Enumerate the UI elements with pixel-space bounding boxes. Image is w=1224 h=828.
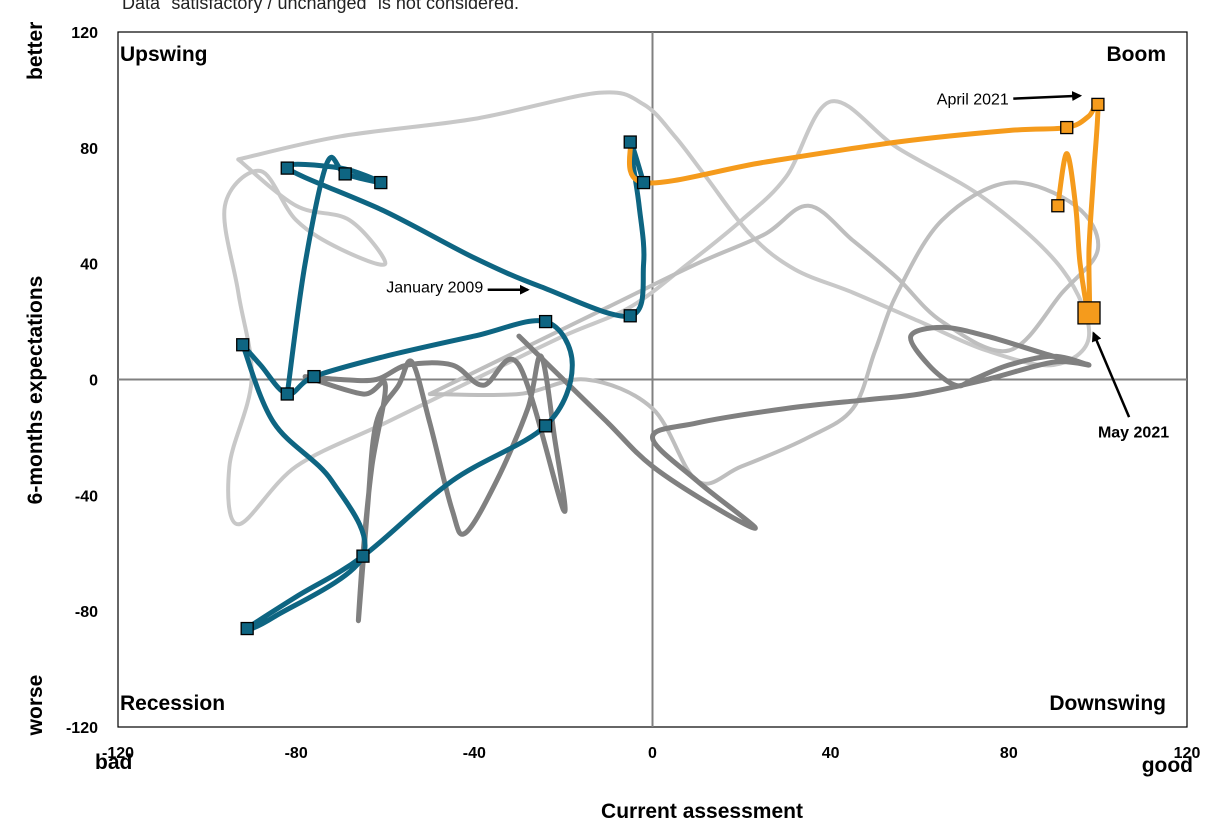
y-tick-label: 120 [71,25,98,42]
y-high-label: better [24,22,47,80]
y-tick-label: -40 [75,488,98,505]
y-tick-label: 80 [80,141,98,158]
x-low-label: bad [95,751,132,774]
annotation-label: April 2021 [937,91,1009,108]
data-point [240,621,254,636]
x-high-label: good [1142,754,1193,777]
x-tick-label: -80 [285,745,308,762]
data-point [280,387,294,401]
quadrant-recession: Recession [120,692,225,715]
data-point [374,175,388,190]
data-point [1051,199,1065,213]
x-tick-label: -120 [102,745,134,762]
series-line [284,139,647,397]
x-tick-label: -40 [463,745,486,762]
x-tick-label: 0 [648,745,657,762]
x-axis-title: Current assessment [601,800,803,823]
annotation-label: May 2021 [1098,424,1169,441]
y-low-label: worse [24,675,47,737]
data-point [538,419,553,433]
annotation-arrow [1013,91,1083,102]
data-point [1091,97,1105,112]
x-tick-label: 120 [1174,745,1201,762]
data-point [236,338,250,352]
data-note: Data "satisfactory / unchanged" is not c… [122,0,520,13]
data-point [280,161,294,175]
data-point [338,167,352,181]
annotation-label: January 2009 [386,280,483,297]
data-point [538,314,553,329]
y-axis-title: 6-months expectations [24,276,47,505]
y-tick-label: -120 [66,720,98,737]
quadrant-upswing: Upswing [120,43,208,66]
quadrant-boom: Boom [1107,43,1167,66]
data-point [356,549,370,563]
series-line [516,324,1092,531]
data-point [623,135,637,149]
annotation-arrow [1091,331,1131,418]
data-point [1060,120,1074,135]
data-point [636,175,651,190]
y-tick-label: 0 [89,373,98,390]
data-point [307,369,321,384]
data-point [1077,301,1101,325]
x-tick-label: 80 [1000,745,1018,762]
x-tick-label: 40 [822,745,840,762]
y-tick-label: 40 [80,257,98,274]
y-tick-label: -80 [75,604,98,621]
data-point [623,309,637,323]
quadrant-downswing: Downswing [1049,692,1166,715]
